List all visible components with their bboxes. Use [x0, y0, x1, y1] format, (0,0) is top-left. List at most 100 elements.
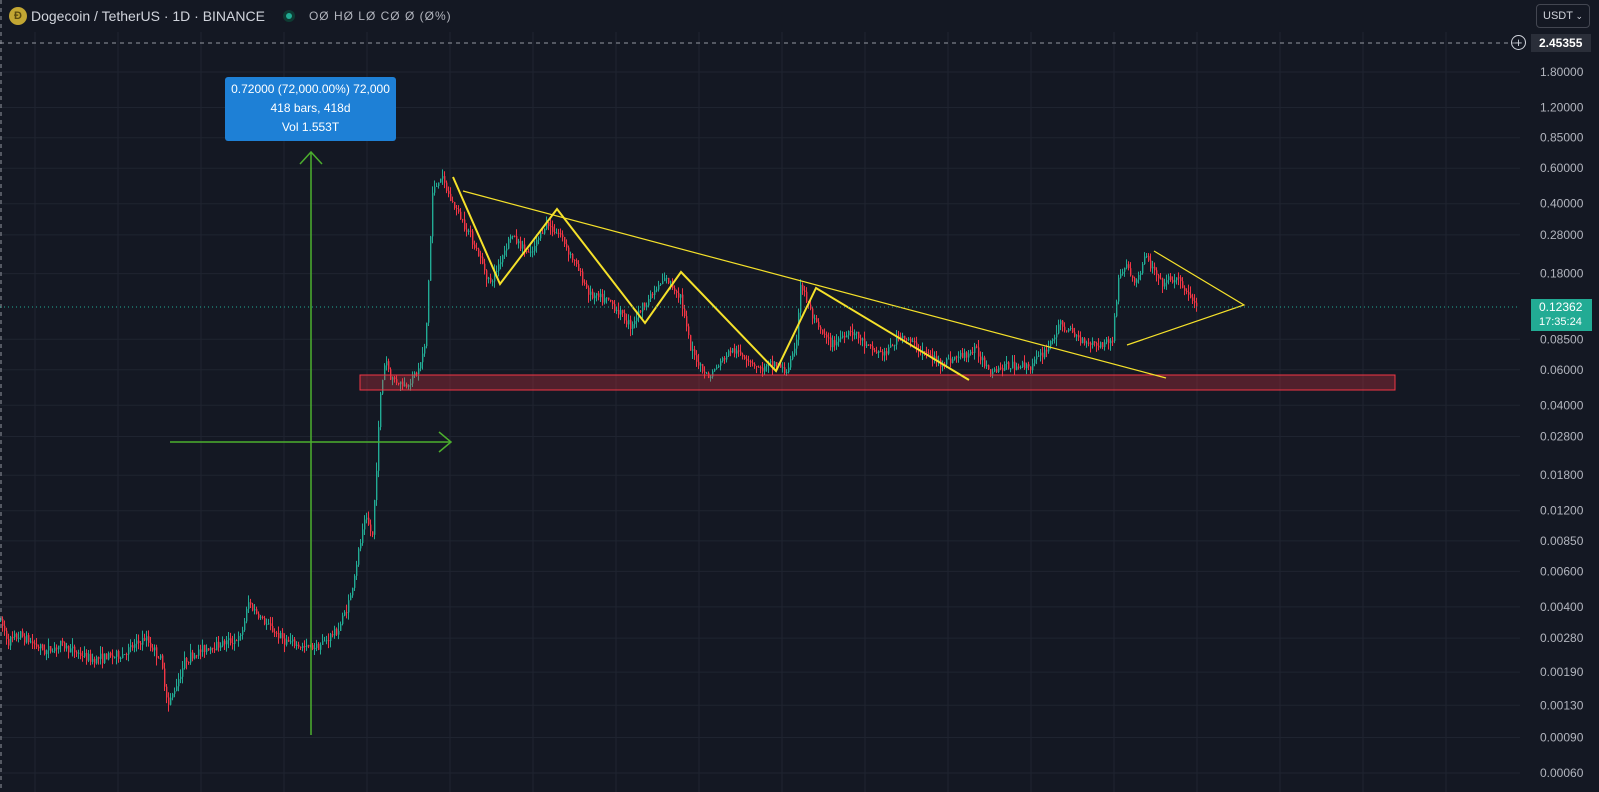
candle-body [118, 651, 120, 659]
candle-body [398, 382, 400, 385]
candle-body [970, 351, 972, 354]
zigzag-pattern-1[interactable] [452, 176, 970, 381]
candle-body [646, 305, 648, 308]
candle-body [724, 357, 726, 360]
candle-body [710, 376, 712, 378]
candle-body [1160, 278, 1162, 280]
candle-body [528, 251, 530, 253]
candle-body [406, 384, 408, 387]
candle-body [480, 256, 482, 258]
measure-tool[interactable] [170, 150, 453, 735]
candle-body [606, 297, 608, 299]
candle-body [520, 241, 522, 249]
candle-body [852, 332, 854, 336]
candle-body [252, 604, 254, 611]
candle-body [516, 236, 518, 244]
candle-body [604, 298, 606, 303]
candle-body [498, 264, 500, 271]
candle-body [494, 271, 496, 282]
candle-body [38, 646, 40, 649]
candle-body [224, 640, 226, 645]
candle-body [648, 298, 650, 306]
candle-body [976, 346, 978, 348]
candle-body [130, 645, 132, 648]
y-tick-label: 0.60000 [1540, 161, 1584, 175]
candle-body [650, 293, 652, 299]
candle-body [878, 351, 880, 354]
candle-body [488, 277, 490, 280]
candle-body [174, 690, 176, 694]
candle-body [754, 364, 756, 366]
candle-body [876, 351, 878, 354]
candle-body [926, 351, 928, 353]
candle-body [474, 244, 476, 248]
symbol-title[interactable]: Dogecoin / TetherUS · 1D · BINANCE [31, 8, 265, 24]
candle-body [1026, 364, 1028, 369]
add-plus-icon[interactable]: + [1511, 35, 1526, 50]
candle-body [626, 320, 628, 325]
candle-body [582, 271, 584, 283]
candle-body [242, 630, 244, 635]
candle-body [350, 595, 352, 601]
candle-body [782, 367, 784, 369]
candle-body [352, 587, 354, 596]
candle-body [896, 335, 898, 345]
candle-body [238, 635, 240, 641]
candle-body [642, 302, 644, 312]
candle-body [678, 292, 680, 298]
candle-body [454, 202, 456, 209]
candle-body [450, 193, 452, 201]
price-axis[interactable]: 1.80000 1.20000 0.85000 0.60000 0.40000 0.280… [1520, 0, 1599, 792]
candle-body [442, 176, 444, 179]
candle-body [1042, 352, 1044, 358]
candle-body [178, 679, 180, 687]
candle-body [256, 609, 258, 614]
candle-body [6, 630, 8, 639]
candle-body [324, 640, 326, 642]
y-tick-label: 0.00600 [1540, 564, 1584, 578]
candle-body [1044, 349, 1046, 358]
candle-body [278, 632, 280, 639]
candle-body [746, 358, 748, 361]
candle-body [558, 232, 560, 234]
market-status-icon[interactable] [282, 10, 295, 22]
candle-body [726, 355, 728, 360]
candle-body [552, 226, 554, 232]
candle-body [614, 304, 616, 312]
candle-body [226, 640, 228, 645]
candle-body [66, 646, 68, 649]
candle-body [840, 337, 842, 339]
candle-body [1142, 263, 1144, 274]
candle-body [84, 652, 86, 657]
candle-body [188, 662, 190, 664]
candle-body [318, 643, 320, 650]
candle-body [1036, 356, 1038, 360]
candle-body [1176, 277, 1178, 281]
candle-body [690, 335, 692, 351]
support-zone-rectangle[interactable] [359, 374, 1396, 391]
chart-header: Ð Dogecoin / TetherUS · 1D · BINANCE OØ … [0, 0, 1520, 32]
triangle-pattern[interactable] [1126, 250, 1246, 346]
candle-body [1018, 366, 1020, 368]
candle-body [1000, 367, 1002, 369]
candle-body [1108, 339, 1110, 344]
candle-body [894, 344, 896, 346]
candle-body [1014, 361, 1016, 370]
candle-body [54, 647, 56, 652]
candle-body [560, 233, 562, 235]
candle-body [1122, 271, 1124, 274]
currency-select[interactable]: USDT ⌄ [1536, 4, 1590, 28]
candle-body [654, 290, 656, 296]
candle-body [816, 318, 818, 322]
candle-body [1152, 266, 1154, 269]
currency-label: USDT [1543, 10, 1573, 22]
candle-body [718, 365, 720, 368]
candle-body [146, 636, 148, 641]
descending-trendline[interactable] [462, 190, 1167, 379]
candle-body [368, 517, 370, 525]
candle-body [186, 657, 188, 663]
candle-body [172, 693, 174, 698]
candle-body [490, 277, 492, 282]
candle-body [1038, 355, 1040, 357]
